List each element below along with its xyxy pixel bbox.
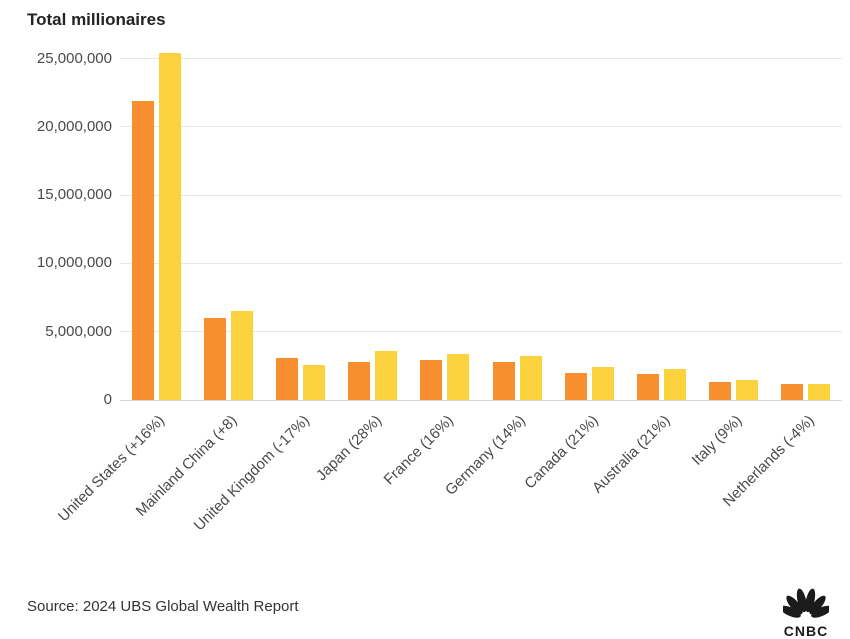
bar-orange xyxy=(275,357,298,400)
bar-group xyxy=(409,45,481,400)
bar-yellow xyxy=(302,364,325,400)
bar-orange xyxy=(420,360,443,400)
bar-yellow xyxy=(663,368,686,400)
x-axis-tick-label: Japan (28%) xyxy=(312,412,385,485)
x-axis-tick-label: France (16%) xyxy=(380,412,457,489)
bar-group xyxy=(192,45,264,400)
bar-orange xyxy=(564,372,587,400)
bar-orange xyxy=(781,383,804,400)
y-axis-tick-label: 15,000,000 xyxy=(36,186,112,204)
y-axis: 0 5,000,000 10,000,000 15,000,000 20,000,000… xyxy=(0,45,112,408)
gridline xyxy=(120,194,842,196)
bar-yellow xyxy=(230,311,253,400)
bar-orange xyxy=(636,374,659,400)
bar-yellow xyxy=(447,354,470,400)
x-axis: United States (+16%) Mainland China (+8) U… xyxy=(55,400,842,585)
y-axis-tick-label: 20,000,000 xyxy=(36,117,112,135)
bar-yellow xyxy=(158,53,181,400)
bar-group xyxy=(481,45,553,400)
bar-group xyxy=(120,45,192,400)
bar-orange xyxy=(492,361,515,400)
plot-area xyxy=(120,45,842,401)
cnbc-logo-text: CNBC xyxy=(783,623,829,639)
cnbc-logo: CNBC xyxy=(776,582,836,639)
bar-group xyxy=(264,45,336,400)
gridline xyxy=(120,58,842,60)
bar-yellow xyxy=(808,384,831,400)
gridline xyxy=(120,399,842,401)
source-attribution: Source: 2024 UBS Global Wealth Report xyxy=(27,598,299,615)
y-axis-tick-label: 10,000,000 xyxy=(36,254,112,272)
x-axis-tick-label: Canada (21%) xyxy=(520,412,602,493)
bar-group xyxy=(625,45,697,400)
bar-orange xyxy=(709,382,732,400)
x-axis-tick-label: Australia (21%) xyxy=(588,412,674,497)
cnbc-peacock-icon xyxy=(780,582,832,625)
bar-yellow xyxy=(591,367,614,400)
y-axis-tick-label: 5,000,000 xyxy=(45,322,112,340)
bar-yellow xyxy=(736,380,759,400)
bar-group xyxy=(337,45,409,400)
bar-yellow xyxy=(519,356,542,400)
gridline xyxy=(120,262,842,264)
bar-group xyxy=(770,45,842,400)
y-axis-tick-label: 0 xyxy=(103,391,112,408)
bar-group xyxy=(698,45,770,400)
chart-title: Total millionaires xyxy=(27,10,166,29)
bar-orange xyxy=(348,361,371,400)
bar-yellow xyxy=(375,350,398,400)
bar-orange xyxy=(131,100,154,400)
y-axis-tick-label: 25,000,000 xyxy=(36,49,112,67)
x-axis-tick-label: Italy (9%) xyxy=(688,412,746,469)
gridline xyxy=(120,126,842,128)
bar-orange xyxy=(203,318,226,400)
bar-group xyxy=(553,45,625,400)
gridline xyxy=(120,331,842,333)
